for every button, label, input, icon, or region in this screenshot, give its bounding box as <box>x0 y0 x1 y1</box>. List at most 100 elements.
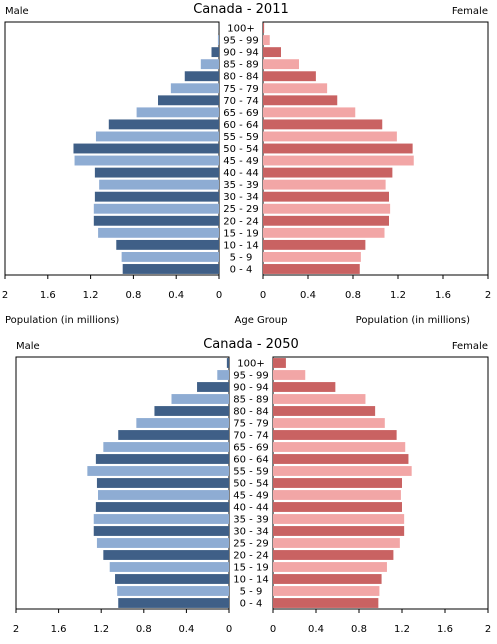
age-group-label: 20 - 24 <box>223 216 258 227</box>
male-bar <box>136 107 219 118</box>
female-bar <box>263 155 414 166</box>
female-bar <box>263 83 328 94</box>
female-bar <box>263 215 389 226</box>
male-bar <box>74 155 219 166</box>
age-group-label: 90 - 94 <box>223 48 258 59</box>
female-bar <box>263 251 361 262</box>
age-group-label: 35 - 39 <box>233 515 268 526</box>
female-bar <box>263 143 413 154</box>
female-bar <box>263 59 299 70</box>
female-bar <box>273 382 336 392</box>
age-group-label: 15 - 19 <box>223 228 258 239</box>
male-bar <box>200 59 219 70</box>
male-tick-label: 0 <box>226 624 232 635</box>
female-tick-label: 0.8 <box>351 624 367 635</box>
female-bar <box>263 131 397 142</box>
female-bar <box>273 454 409 464</box>
female-tick-label: 1.2 <box>394 624 410 635</box>
age-group-label: 75 - 79 <box>233 419 268 430</box>
female-bar <box>273 538 400 548</box>
male-bar <box>122 264 219 274</box>
chart-title: Canada - 2011 <box>193 2 289 17</box>
female-bar <box>273 370 306 380</box>
age-group-label: 5 - 9 <box>240 587 263 598</box>
age-group-label: 45 - 49 <box>233 491 268 502</box>
female-bar <box>273 442 406 452</box>
male-bar <box>170 83 219 94</box>
age-group-label: 0 - 4 <box>230 264 253 275</box>
male-bar <box>95 502 229 512</box>
female-bar <box>273 466 412 476</box>
female-bar <box>263 264 360 274</box>
male-bar <box>184 71 219 82</box>
female-bar <box>273 526 405 536</box>
male-tick-label: 2 <box>13 624 19 635</box>
age-group-label: 70 - 74 <box>223 96 258 107</box>
male-bar <box>118 430 229 440</box>
age-group-label: 25 - 29 <box>233 539 268 550</box>
age-group-label: 20 - 24 <box>233 551 268 562</box>
female-bar <box>273 586 380 596</box>
age-group-label: 65 - 69 <box>223 108 258 119</box>
male-bar <box>118 598 229 608</box>
age-group-label: 45 - 49 <box>223 156 258 167</box>
male-bar <box>211 47 219 58</box>
age-group-label: 25 - 29 <box>223 204 258 215</box>
male-tick-label: 1.2 <box>93 624 109 635</box>
male-bar <box>217 370 229 380</box>
age-group-label: 90 - 94 <box>233 383 268 394</box>
female-bar <box>273 562 387 572</box>
male-bar <box>136 418 229 428</box>
female-tick-label: 0 <box>270 624 276 635</box>
age-group-label: 30 - 34 <box>233 527 268 538</box>
female-x-axis-label: Population (in millions) <box>356 315 470 326</box>
female-bar <box>273 418 385 428</box>
male-label: Male <box>16 341 40 352</box>
male-bar <box>158 95 219 106</box>
male-bar <box>94 167 219 178</box>
male-bar <box>95 131 219 142</box>
female-bar <box>273 430 397 440</box>
age-group-label: 10 - 14 <box>223 240 258 251</box>
age-group-label: 50 - 54 <box>233 479 268 490</box>
male-bar <box>93 215 219 226</box>
female-label: Female <box>452 6 488 17</box>
male-tick-label: 0.8 <box>125 290 141 301</box>
age-group-label: 60 - 64 <box>233 455 268 466</box>
female-bar <box>263 107 356 118</box>
female-bar <box>273 358 286 368</box>
female-bar <box>263 71 316 82</box>
age-group-label: 85 - 89 <box>223 60 258 71</box>
male-bar <box>108 119 219 130</box>
age-group-label: 5 - 9 <box>230 252 253 263</box>
female-bar <box>263 95 338 106</box>
female-bar <box>273 598 379 608</box>
age-group-label: 70 - 74 <box>233 431 268 442</box>
male-label: Male <box>5 6 29 17</box>
male-bar <box>98 490 229 500</box>
male-bar <box>197 382 229 392</box>
age-group-label: 40 - 44 <box>223 168 258 179</box>
male-bar <box>217 35 219 46</box>
female-tick-label: 0.8 <box>345 290 361 301</box>
male-bar <box>103 442 229 452</box>
male-tick-label: 1.6 <box>51 624 67 635</box>
male-bar <box>109 562 229 572</box>
male-tick-label: 2 <box>2 290 8 301</box>
female-bar <box>273 490 401 500</box>
female-bar <box>273 394 366 404</box>
female-bar <box>273 502 402 512</box>
female-bar <box>263 239 366 250</box>
age-group-axis-label: Age Group <box>235 315 288 326</box>
female-tick-label: 2 <box>485 290 491 301</box>
male-bar <box>96 478 229 488</box>
male-bar <box>99 179 219 190</box>
female-bar <box>263 179 386 190</box>
male-bar <box>93 203 219 214</box>
male-bar <box>96 538 229 548</box>
age-group-label: 100+ <box>237 359 264 370</box>
age-group-label: 85 - 89 <box>233 395 268 406</box>
age-group-label: 95 - 99 <box>233 371 268 382</box>
pyramid-2011: Canada - 2011 Male Female 0 - 45 - 910 - 14… <box>2 2 491 326</box>
